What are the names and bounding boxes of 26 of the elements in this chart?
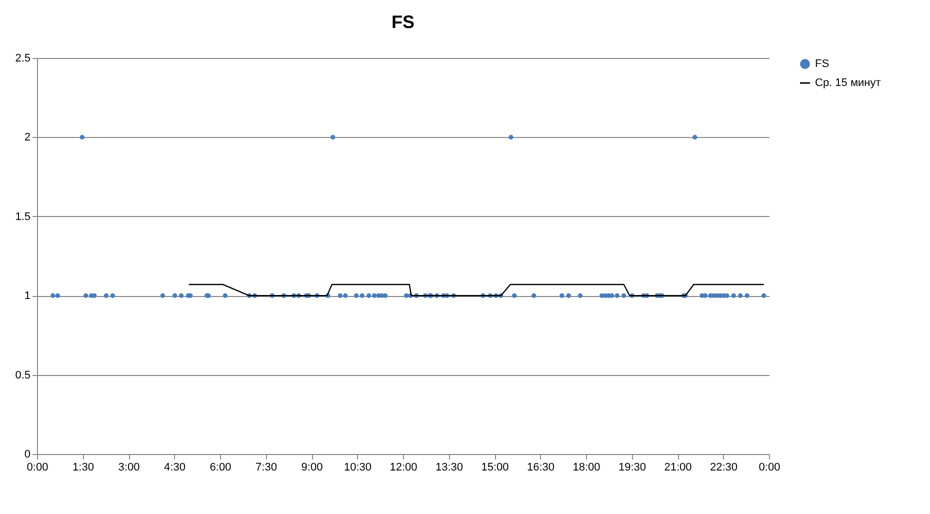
legend-label: Ср. 15 минут	[815, 77, 881, 89]
y-tick-label: 2	[24, 132, 30, 144]
x-tick-label: 13:30	[435, 462, 464, 474]
x-tick-label: 18:00	[572, 462, 600, 474]
x-tick-label: 0:00	[26, 462, 48, 474]
x-tick-label: 0:00	[758, 462, 780, 474]
y-tick-label: 1	[24, 290, 30, 302]
x-tick-label: 7:30	[256, 462, 277, 474]
x-tick-label: 9:00	[301, 462, 323, 474]
x-tick-label: 4:30	[164, 462, 186, 474]
x-tick-label: 1:30	[72, 462, 94, 474]
x-tick-label: 19:30	[618, 462, 646, 474]
x-tick-label: 10:30	[344, 462, 372, 474]
y-tick-label: 2.5	[15, 52, 30, 64]
x-tick-label: 3:00	[118, 462, 140, 474]
y-tick-label: 0.5	[15, 369, 30, 382]
x-tick-label: 15:00	[481, 462, 509, 474]
x-tick-label: 22:30	[710, 462, 738, 474]
x-tick-label: 16:30	[526, 462, 555, 474]
chart-title: FS	[391, 12, 415, 32]
x-tick-label: 12:00	[390, 462, 418, 474]
y-tick-label: 0	[24, 448, 30, 460]
y-tick-label: 1.5	[15, 210, 30, 223]
x-tick-label: 21:00	[664, 462, 692, 474]
x-tick-label: 6:00	[210, 462, 232, 474]
legend-label: FS	[815, 58, 830, 70]
